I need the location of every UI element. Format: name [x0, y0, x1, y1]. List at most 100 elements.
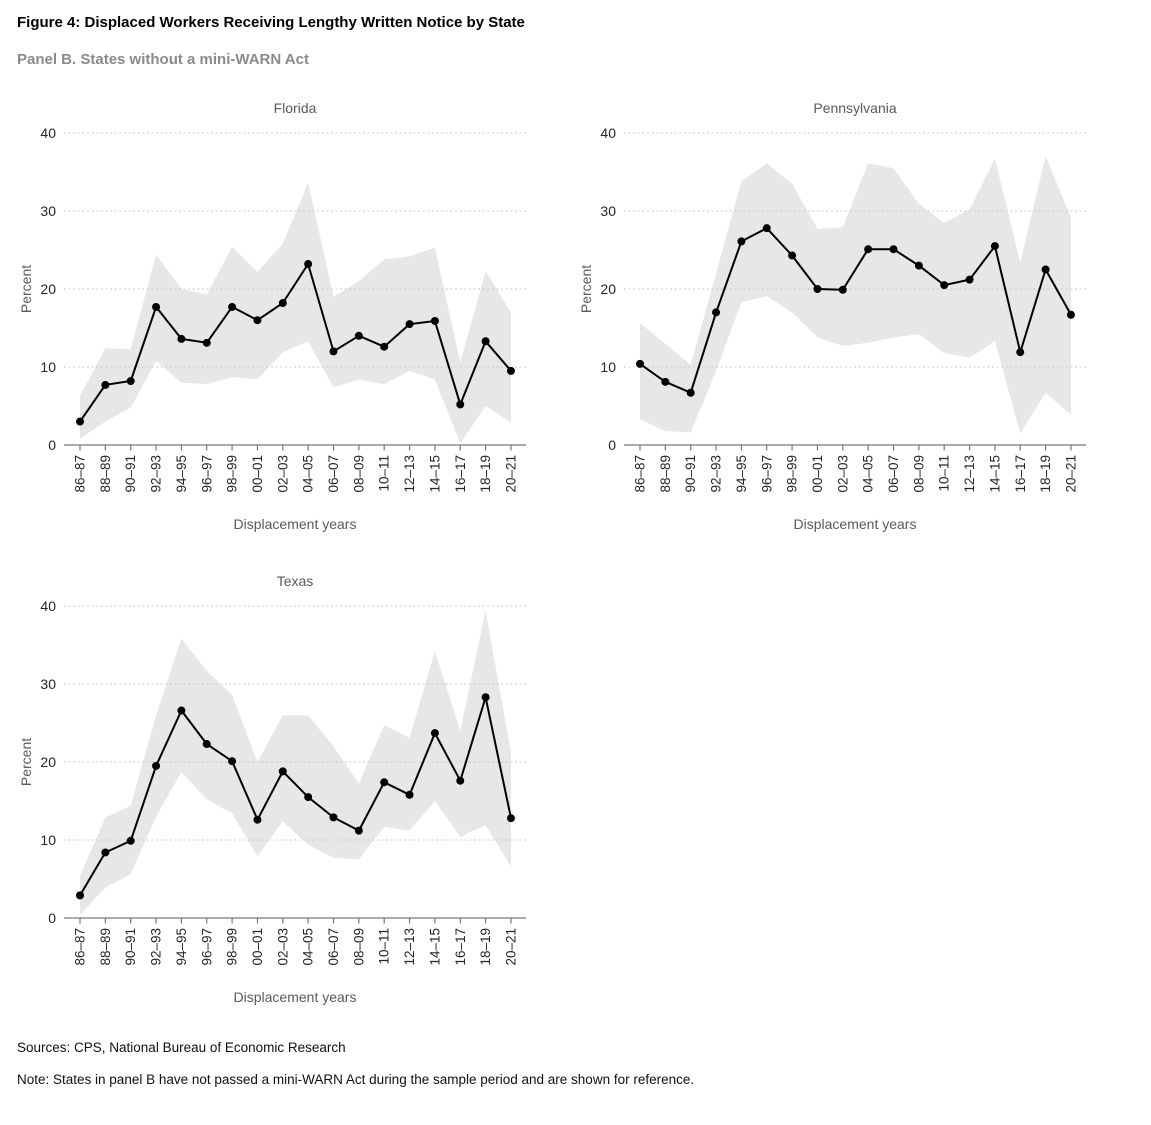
data-point-92–93	[712, 308, 721, 317]
x-tick-label-15: 16–17	[1013, 455, 1028, 493]
data-point-96–97	[202, 740, 211, 749]
data-point-90–91	[686, 388, 695, 397]
y-tick-label-30: 30	[40, 203, 56, 219]
data-point-88–89	[101, 380, 110, 389]
x-tick-label-14: 14–15	[987, 455, 1002, 493]
y-tick-label-30: 30	[600, 203, 616, 219]
x-tick-label-16: 18–19	[478, 928, 493, 966]
data-point-10–11	[380, 342, 389, 351]
data-point-02–03	[278, 299, 287, 308]
data-point-12–13	[965, 275, 974, 284]
y-tick-label-10: 10	[600, 359, 616, 375]
chart-svg-florida: 0 10 20 30 40 86–87 88–89 90–91 92–93 94–95 96–97 9…	[18, 100, 526, 532]
x-tick-label-1: 88–89	[98, 928, 113, 966]
figure-title: Figure 4: Displaced Workers Receiving Le…	[17, 14, 525, 31]
x-tick-label-4: 94–95	[174, 928, 189, 966]
data-point-14–15	[430, 316, 439, 325]
x-tick-label-9: 04–05	[861, 455, 876, 493]
data-point-86–87	[76, 417, 84, 426]
x-tick-label-17: 20–21	[503, 928, 518, 966]
data-point-08–09	[354, 331, 363, 340]
data-point-10–11	[380, 778, 389, 787]
x-tick-label-17: 20–21	[503, 455, 518, 493]
x-tick-label-15: 16–17	[453, 455, 468, 493]
x-tick-label-0: 86–87	[73, 928, 88, 966]
y-tick-label-20: 20	[40, 281, 56, 297]
data-point-02–03	[838, 285, 847, 294]
data-point-16–17	[1016, 348, 1025, 357]
data-point-88–89	[101, 848, 110, 857]
x-tick-label-3: 92–93	[709, 455, 724, 493]
y-axis-title: Percent	[18, 265, 34, 313]
x-tick-label-2: 90–91	[123, 455, 138, 493]
x-tick-label-6: 98–99	[225, 455, 240, 493]
sources-text: Sources: CPS, National Bureau of Economi…	[17, 1040, 346, 1055]
x-tick-label-14: 14–15	[427, 455, 442, 493]
data-point-18–19	[1041, 265, 1050, 274]
data-point-94–95	[737, 237, 746, 246]
x-tick-label-11: 08–09	[351, 928, 366, 966]
x-tick-label-7: 00–01	[250, 928, 265, 966]
data-point-92–93	[152, 302, 161, 311]
data-point-12–13	[405, 320, 414, 329]
x-tick-label-9: 04–05	[301, 928, 316, 966]
data-point-20–21	[506, 366, 515, 375]
y-tick-label-10: 10	[40, 832, 56, 848]
y-tick-label-0: 0	[48, 437, 56, 453]
confidence-band	[640, 156, 1071, 434]
data-point-08–09	[354, 826, 363, 835]
x-tick-label-4: 94–95	[174, 455, 189, 493]
x-tick-label-10: 06–07	[886, 455, 901, 493]
mean-line	[79, 263, 512, 423]
x-tick-label-13: 12–13	[962, 455, 977, 493]
data-point-86–87	[636, 359, 644, 368]
x-axis-title: Displacement years	[234, 989, 357, 1005]
data-point-20–21	[506, 814, 515, 823]
x-tick-label-11: 08–09	[351, 455, 366, 493]
data-point-14–15	[990, 242, 999, 251]
data-point-04–05	[864, 245, 873, 254]
chart-pennsylvania: 0 10 20 30 40 86–87 88–89 90–91 92–93 94–95 96–97 9…	[578, 93, 1128, 558]
x-tick-label-7: 00–01	[250, 455, 265, 493]
data-point-00–01	[253, 316, 262, 325]
data-point-16–17	[456, 776, 465, 785]
y-tick-label-20: 20	[40, 754, 56, 770]
data-point-12–13	[405, 790, 414, 799]
x-tick-label-12: 10–11	[377, 928, 392, 965]
chart-title: Florida	[274, 100, 317, 116]
x-tick-label-5: 96–97	[759, 455, 774, 493]
x-tick-label-9: 04–05	[301, 455, 316, 493]
x-tick-label-12: 10–11	[377, 455, 392, 492]
mean-line	[639, 227, 1072, 394]
x-axis-title: Displacement years	[234, 516, 357, 532]
y-tick-label-30: 30	[40, 676, 56, 692]
data-point-94–95	[177, 706, 186, 715]
x-tick-label-2: 90–91	[683, 455, 698, 493]
note-text: Note: States in panel B have not passed …	[17, 1072, 695, 1087]
x-tick-label-13: 12–13	[402, 455, 417, 493]
chart-svg-pennsylvania: 0 10 20 30 40 86–87 88–89 90–91 92–93 94–95 96–97 9…	[578, 100, 1086, 532]
y-tick-label-0: 0	[608, 437, 616, 453]
data-point-98–99	[788, 251, 797, 260]
data-point-04–05	[304, 793, 313, 802]
y-tick-label-20: 20	[600, 281, 616, 297]
x-tick-label-6: 98–99	[225, 928, 240, 966]
y-axis-title: Percent	[578, 265, 594, 313]
x-tick-label-8: 02–03	[835, 455, 850, 493]
chart-texas: 0 10 20 30 40 86–87 88–89 90–91 92–93 94–95 96–97 9…	[18, 566, 568, 1031]
x-tick-label-13: 12–13	[402, 928, 417, 966]
data-point-14–15	[430, 729, 439, 738]
x-tick-label-5: 96–97	[199, 928, 214, 966]
chart-title: Pennsylvania	[813, 100, 896, 116]
data-point-06–07	[329, 347, 338, 356]
confidence-band	[80, 182, 511, 444]
x-tick-label-4: 94–95	[734, 455, 749, 493]
data-point-00–01	[253, 815, 262, 824]
x-tick-label-2: 90–91	[123, 928, 138, 966]
x-tick-label-7: 00–01	[810, 455, 825, 493]
x-tick-label-11: 08–09	[911, 455, 926, 493]
x-axis-title: Displacement years	[794, 516, 917, 532]
x-tick-label-14: 14–15	[427, 928, 442, 966]
confidence-band	[80, 610, 511, 915]
data-point-86–87	[76, 891, 84, 900]
